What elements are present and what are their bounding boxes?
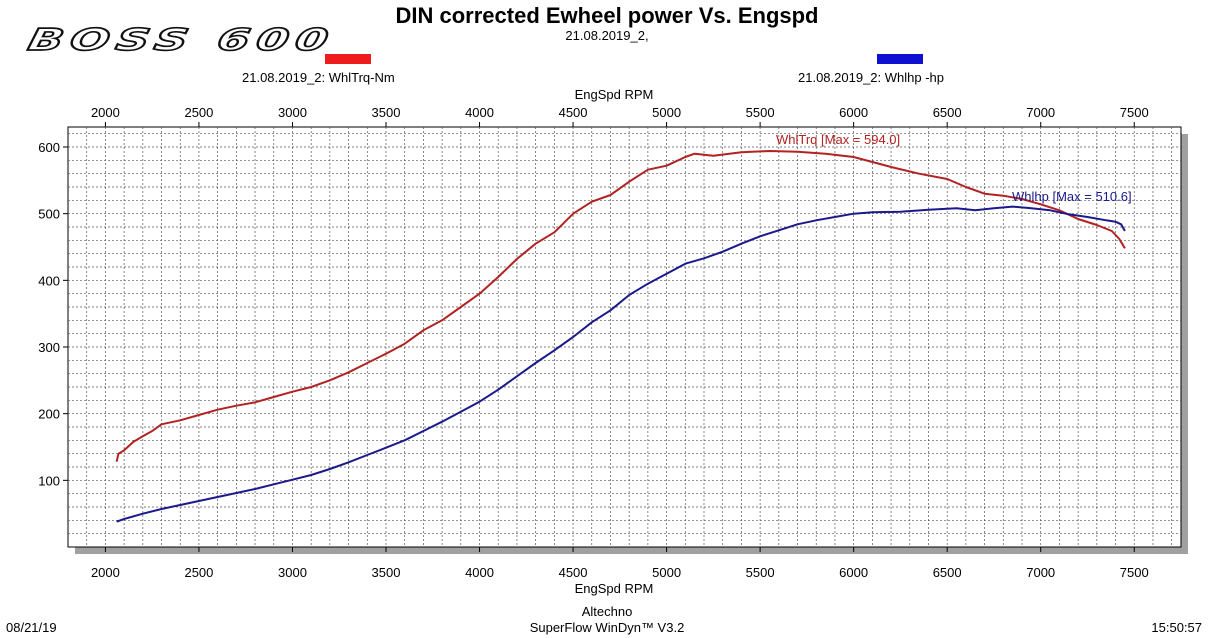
legend-swatch-torque [325, 54, 371, 64]
x-tick-label-bottom: 2500 [184, 565, 213, 580]
plot-area [67, 126, 1182, 548]
torque-series-line [115, 150, 1126, 462]
y-tick-label: 600 [38, 140, 60, 155]
x-tick-label-bottom: 4500 [559, 565, 588, 580]
hp-max-annotation: Whlhp [Max = 510.6] [1012, 189, 1132, 204]
x-tick-label-bottom: 3000 [278, 565, 307, 580]
x-tick-label-top: 7500 [1120, 105, 1149, 120]
y-tick-label: 200 [38, 407, 60, 422]
x-axis-title-bottom: EngSpd RPM [575, 581, 654, 596]
x-tick-label-top: 6000 [839, 105, 868, 120]
x-tick-label-bottom: 6500 [933, 565, 962, 580]
legend-label-hp: 21.08.2019_2: Whlhp -hp [798, 70, 944, 85]
x-tick-label-top: 6500 [933, 105, 962, 120]
axis-ticks: 2000 2000 2500 2500 3000 3000 3500 3500 4000 4000… [38, 105, 1148, 580]
x-tick-label-top: 2000 [91, 105, 120, 120]
x-tick-label-top: 7000 [1026, 105, 1055, 120]
hp-series-line [116, 205, 1126, 523]
x-tick-label-top: 3000 [278, 105, 307, 120]
chart-subtitle: 21.08.2019_2, [565, 28, 649, 43]
x-tick-label-bottom: 5500 [746, 565, 775, 580]
x-tick-label-top: 5000 [652, 105, 681, 120]
x-tick-label-top: 3500 [372, 105, 401, 120]
x-tick-label-bottom: 7000 [1026, 565, 1055, 580]
legend-label-torque: 21.08.2019_2: WhlTrq-Nm [242, 70, 395, 85]
x-tick-label-top: 4500 [559, 105, 588, 120]
y-tick-label: 300 [38, 340, 60, 355]
footer-company: Altechno [581, 604, 633, 619]
x-tick-label-top: 5500 [746, 105, 775, 120]
x-axis-title-top: EngSpd RPM [575, 87, 654, 102]
x-tick-label-top: 2500 [184, 105, 213, 120]
x-tick-label-bottom: 7500 [1120, 565, 1149, 580]
y-tick-label: 100 [38, 473, 60, 488]
x-tick-label-bottom: 6000 [839, 565, 868, 580]
footer-date: 08/21/19 [6, 620, 57, 635]
footer-time: 15:50:57 [1151, 620, 1202, 635]
y-tick-label: 500 [38, 207, 60, 222]
x-tick-label-bottom: 3500 [372, 565, 401, 580]
chart-title: DIN corrected Ewheel power Vs. Engspd [395, 3, 819, 28]
logo-text: BOSS 600 [25, 23, 338, 58]
x-tick-label-bottom: 2000 [91, 565, 120, 580]
footer-software: SuperFlow WinDyn™ V3.2 [529, 620, 685, 635]
boss-600-logo: BOSS 600 [24, 22, 338, 58]
x-tick-label-bottom: 5000 [652, 565, 681, 580]
x-tick-label-top: 4000 [465, 105, 494, 120]
legend-swatch-hp [877, 54, 923, 64]
y-tick-label: 400 [38, 273, 60, 288]
series-lines [115, 150, 1126, 523]
x-tick-label-bottom: 4000 [465, 565, 494, 580]
torque-max-annotation: WhlTrq [Max = 594.0] [776, 132, 900, 147]
grid-lines [68, 127, 1181, 547]
